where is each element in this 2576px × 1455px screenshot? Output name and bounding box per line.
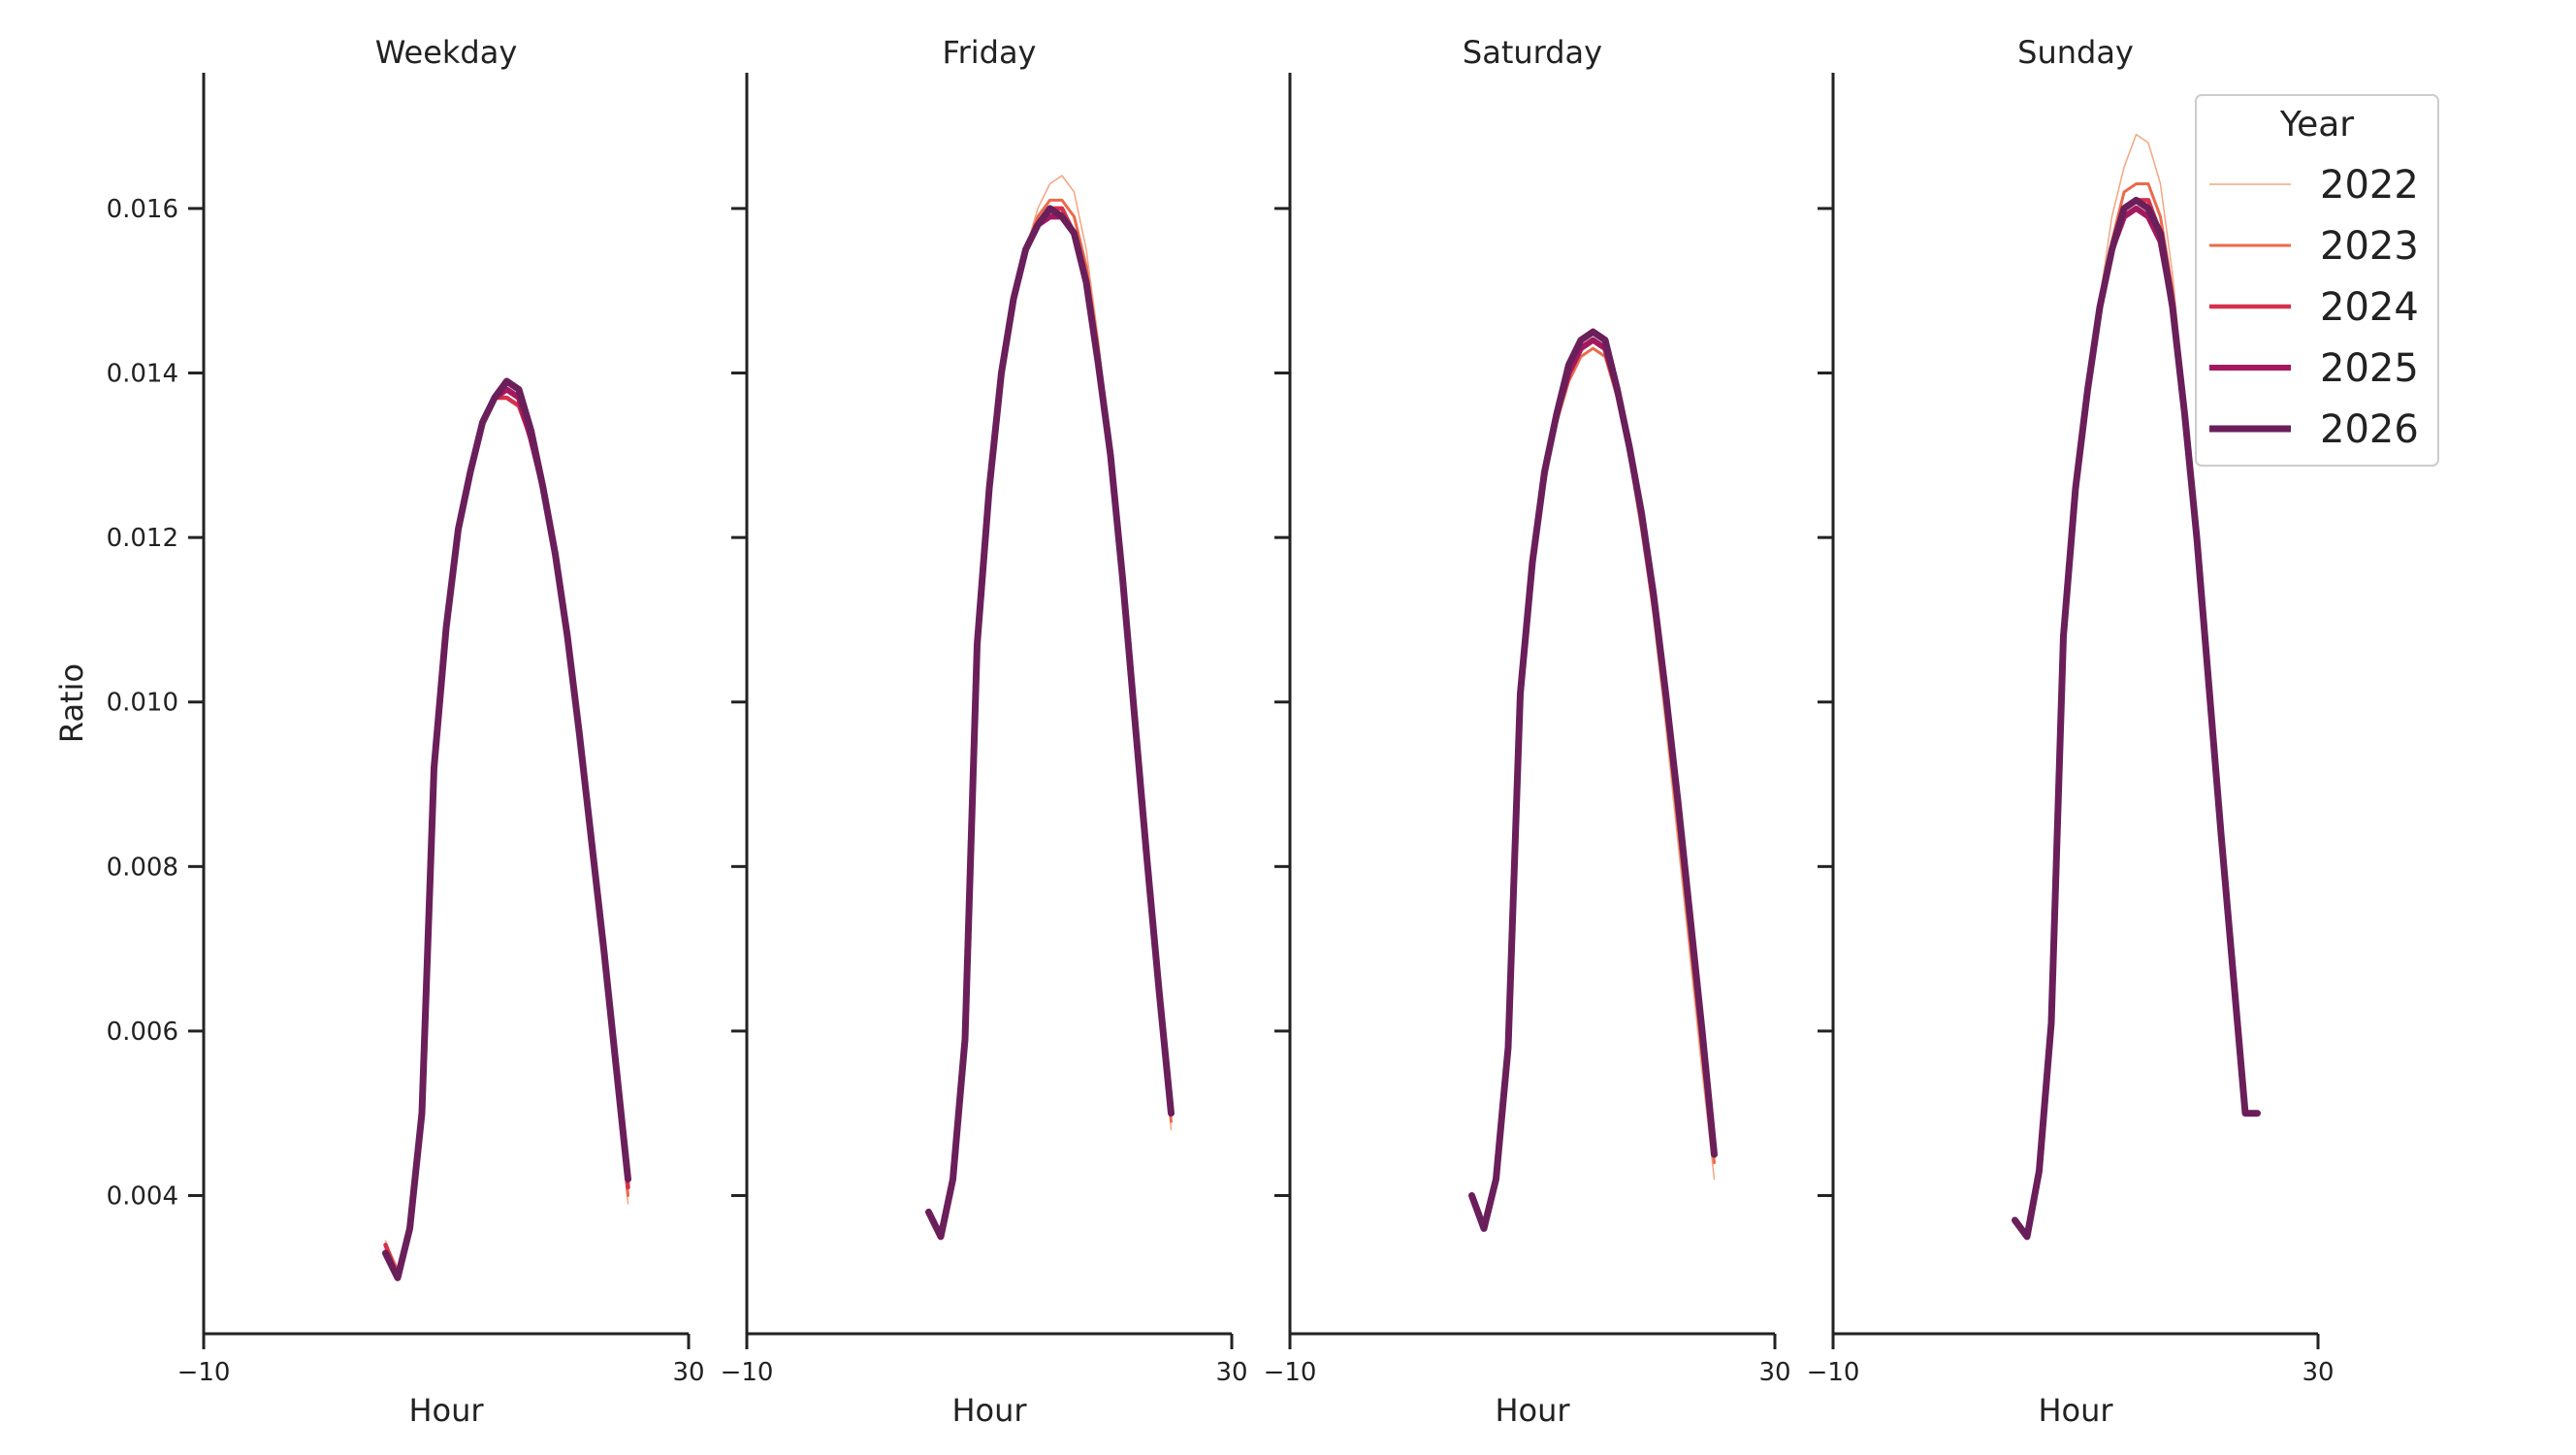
y-axis-label: Ratio [53,663,90,743]
facet-sunday: Sunday −10 30 Hour [1807,34,2334,1429]
x-tick-label: 30 [2302,1358,2334,1387]
y-tick-label: 0.014 [107,360,178,389]
legend-title: Year [2279,105,2354,145]
series-line-2026 [1468,328,1718,1232]
y-tick-label: 0.016 [107,195,178,224]
facet-friday: Friday −10 30 Hour [721,34,1248,1429]
y-tick-label: 0.008 [107,853,178,882]
panel-title: Weekday [375,34,518,71]
legend-label-2022: 2022 [2320,163,2419,208]
legend-label-2023: 2023 [2320,224,2419,269]
x-tick-label: −10 [177,1358,231,1387]
panel-title: Sunday [2017,34,2134,71]
facet-saturday: Saturday −10 30 Hour [1264,34,1791,1429]
y-tick-label: 0.012 [107,524,178,553]
x-axis-label: Hour [1495,1392,1570,1429]
x-tick-label: −10 [1807,1358,1860,1387]
x-axis-label: Hour [951,1392,1027,1429]
legend-label-2026: 2026 [2320,407,2419,452]
legend: Year 2022 2023 2024 2025 2026 [2195,94,2439,467]
panel-title: Saturday [1463,34,1602,71]
x-tick-label: −10 [1264,1358,1317,1387]
series-line-2026 [382,377,631,1281]
x-axis-label: Hour [2038,1392,2113,1429]
series-line-2026 [2012,196,2261,1241]
y-tick-label: 0.006 [107,1018,178,1047]
legend-label-2024: 2024 [2320,285,2419,330]
y-tick-label: 0.004 [107,1182,178,1212]
facet-weekday: Weekday 0.004 0.006 0.008 0.010 0.012 0.014 0.0… [107,34,705,1429]
panel-title: Friday [943,34,1037,71]
y-tick-label: 0.010 [107,689,178,718]
x-tick-label: 30 [1215,1358,1247,1387]
series-line-2026 [925,205,1175,1241]
x-tick-label: 30 [672,1358,704,1387]
x-tick-label: 30 [1758,1358,1790,1387]
legend-label-2025: 2025 [2320,346,2419,391]
legend-frame [2195,94,2439,467]
x-tick-label: −10 [721,1358,774,1387]
x-axis-label: Hour [408,1392,484,1429]
